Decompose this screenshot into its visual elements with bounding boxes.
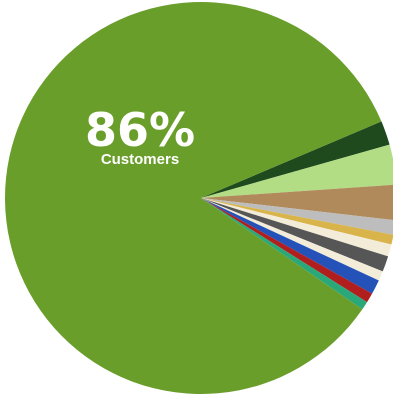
pie-slice-9: [201, 198, 379, 294]
pie-slice-6: [201, 198, 392, 257]
pie-slice-1: [201, 121, 390, 198]
pie-slice-4: [201, 198, 393, 235]
pie-slice-2: [201, 144, 393, 198]
pie-slice-10: [201, 198, 373, 303]
pie-slice-3: [201, 184, 393, 220]
callout-percentage: 86%: [85, 103, 195, 157]
pie-slice-11: [201, 198, 368, 310]
pie-slice-12: [4, 1, 382, 394]
pie-slice-5: [201, 198, 393, 245]
pie-slice-7: [201, 198, 389, 272]
pie-slice-8: [201, 198, 383, 281]
pie-slices: [4, 1, 393, 394]
callout-label: Customers: [101, 151, 179, 168]
